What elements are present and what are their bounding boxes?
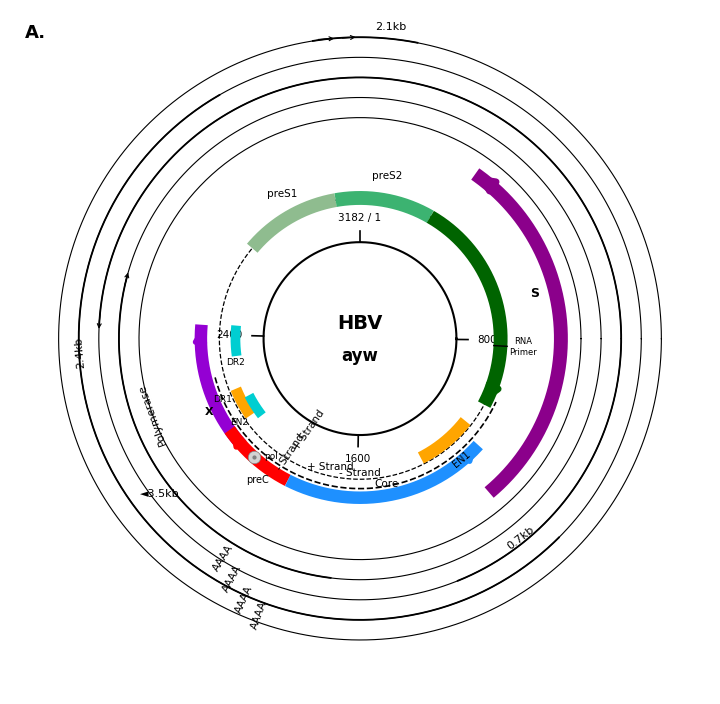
Text: AAAA: AAAA (233, 584, 254, 615)
Text: 2.1kb: 2.1kb (376, 22, 407, 32)
Text: + Strand: + Strand (292, 408, 327, 452)
Text: AAAA: AAAA (250, 600, 269, 631)
Text: X: X (204, 406, 213, 417)
Text: 2400: 2400 (216, 330, 243, 341)
Text: DR2: DR2 (226, 358, 245, 367)
Text: ◄3.5kb: ◄3.5kb (140, 489, 180, 500)
Text: pol: pol (264, 453, 278, 461)
Text: HBV: HBV (337, 315, 383, 334)
Text: 800: 800 (477, 334, 498, 345)
Text: - Strand: - Strand (274, 432, 307, 472)
Text: preC: preC (246, 474, 269, 485)
Text: A.: A. (25, 24, 46, 42)
Text: 0.7kb: 0.7kb (505, 524, 536, 551)
Text: - Strand: - Strand (339, 468, 381, 478)
Text: preS1: preS1 (267, 189, 298, 199)
Text: S: S (530, 287, 539, 300)
Text: DR1: DR1 (213, 396, 232, 404)
Text: EN1: EN1 (451, 450, 472, 470)
Text: RNA
Primer: RNA Primer (509, 337, 537, 357)
Text: preS2: preS2 (372, 171, 402, 181)
Text: AAAA: AAAA (211, 543, 235, 573)
Text: Core: Core (374, 479, 399, 489)
Text: 1600: 1600 (345, 453, 371, 464)
Text: Polymerase: Polymerase (137, 382, 168, 446)
Text: EN2: EN2 (230, 417, 248, 427)
Text: 3182 / 1: 3182 / 1 (338, 213, 382, 223)
Text: 2.4kb: 2.4kb (73, 337, 86, 368)
Text: AAAA: AAAA (221, 563, 243, 594)
Text: ayw: ayw (341, 347, 379, 365)
Text: + Strand: + Strand (307, 462, 354, 472)
